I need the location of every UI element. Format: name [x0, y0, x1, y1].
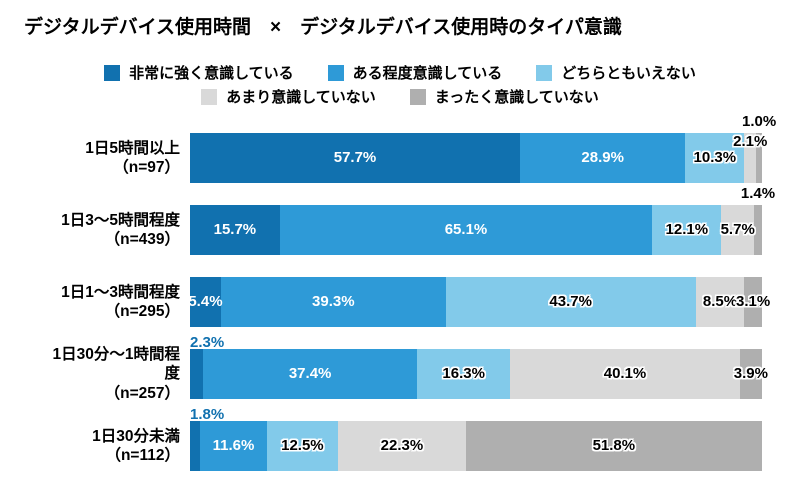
row-label: 1日30分〜1時間程 度 （n=257） — [52, 345, 180, 402]
value-label: 43.7% — [549, 293, 592, 310]
legend-item: どちらともいえない — [536, 62, 696, 83]
value-label: 2.1% — [733, 133, 768, 150]
legend-swatch-icon — [327, 64, 344, 81]
bar-track: 5.4% 39.3% 43.7% 8.5% 3.1% — [188, 277, 770, 327]
bar-segment — [695, 277, 745, 327]
bar-row: 1日30分〜1時間程 度 （n=257） 2.3% 37.4% 16.3% 40.1% 3… — [8, 334, 792, 402]
value-label: 5.7% — [720, 221, 755, 238]
legend-item: ある程度意識している — [327, 62, 503, 83]
bar-segment — [721, 205, 754, 255]
value-label: 2.3% — [190, 334, 225, 351]
bar-segment — [266, 421, 339, 471]
value-label: 1.4% — [740, 185, 776, 202]
row-label: 1日30分未満 （n=112） — [92, 427, 180, 464]
value-label: 5.4% — [188, 293, 223, 310]
bar-segment — [520, 133, 686, 183]
bar-segment — [685, 133, 745, 183]
value-label: 51.8% — [592, 437, 636, 454]
value-label: 40.1% — [603, 365, 647, 382]
legend-item: あまり意識していない — [201, 86, 376, 107]
chart-title: デジタルデバイス使用時間 × デジタルデバイス使用時のタイパ意識 — [24, 17, 622, 38]
bar-segment — [190, 205, 280, 255]
bar-segment — [510, 349, 740, 399]
value-label: 1.8% — [190, 406, 225, 423]
bar-segment — [220, 277, 446, 327]
bar-track: 15.7% 65.1% 12.1% 5.7% 1.4% — [190, 185, 775, 255]
legend-row: 非常に強く意識している ある程度意識している どちらともいえない — [104, 62, 696, 83]
stacked-bar — [190, 277, 762, 327]
legend-item: まったく意識していない — [409, 86, 599, 107]
bar-segment — [417, 349, 511, 399]
bar-segment — [279, 205, 653, 255]
bar-segment — [739, 349, 762, 399]
bar-segment — [190, 421, 201, 471]
stacked-bar — [190, 205, 762, 255]
value-label: 57.7% — [333, 149, 377, 166]
bar-segment — [190, 133, 521, 183]
bar-segment — [190, 349, 204, 399]
legend-label: ある程度意識している — [352, 65, 503, 82]
bar-segment — [445, 277, 696, 327]
stacked-bar — [190, 133, 762, 183]
bar-segment — [753, 205, 762, 255]
legend-label: まったく意識していない — [434, 89, 599, 106]
legend-label: あまり意識していない — [226, 89, 376, 106]
stacked-bar — [190, 421, 762, 471]
bar-row: 1日5時間以上 （n=97） 57.7% 28.9% 10.3% 2.1% 1.0% — [8, 113, 792, 183]
bar-segment — [652, 205, 722, 255]
value-label: 11.6% — [212, 437, 255, 454]
bar-track: 2.3% 37.4% 16.3% 40.1% 3.9% — [190, 334, 768, 399]
value-label: 3.9% — [733, 365, 768, 382]
value-label: 1.0% — [742, 113, 777, 130]
bar-track: 57.7% 28.9% 10.3% 2.1% 1.0% — [190, 113, 776, 183]
value-label: 37.4% — [288, 365, 332, 382]
value-label: 39.3% — [312, 293, 355, 310]
legend-label: 非常に強く意識している — [129, 65, 294, 82]
plot-area: 1日5時間以上 （n=97） 57.7% 28.9% 10.3% 2.1% 1.0% 1日3… — [8, 113, 792, 493]
stacked-bar — [190, 349, 762, 399]
legend-swatch-icon — [201, 88, 218, 105]
row-label: 1日3〜5時間程度 （n=439） — [61, 211, 180, 248]
legend-swatch-icon — [409, 88, 426, 105]
value-label: 15.7% — [213, 221, 257, 238]
value-label: 3.1% — [736, 293, 771, 310]
legend: 非常に強く意識している ある程度意識している どちらともいえないあまり意識していない… — [0, 62, 800, 107]
bar-segment — [465, 421, 762, 471]
legend-item: 非常に強く意識している — [104, 62, 294, 83]
legend-row: あまり意識していない まったく意識していない — [201, 86, 599, 107]
bar-row: 1日1〜3時間程度 （n=295） 5.4% 39.3% 43.7% 8.5% 3.1% — [8, 277, 792, 327]
row-label: 1日5時間以上 （n=97） — [85, 139, 180, 176]
bar-segment — [203, 349, 418, 399]
bar-row: 1日30分未満 （n=112） 1.8% 11.6% 12.5% 22.3% 51.8% — [8, 406, 792, 471]
value-label: 28.9% — [581, 149, 624, 166]
value-label: 22.3% — [380, 437, 424, 454]
bar-segment — [744, 277, 762, 327]
value-label: 16.3% — [442, 365, 485, 382]
legend-swatch-icon — [104, 64, 121, 81]
bar-row: 1日3〜5時間程度 （n=439） 15.7% 65.1% 12.1% 5.7% 1.4% — [8, 185, 792, 255]
value-label: 12.5% — [281, 437, 324, 454]
value-label: 10.3% — [693, 149, 737, 166]
bar-segment — [744, 133, 757, 183]
value-label: 8.5% — [702, 293, 738, 310]
value-label: 12.1% — [665, 221, 709, 238]
value-label: 65.1% — [444, 221, 488, 238]
bar-segment — [338, 421, 466, 471]
legend-label: どちらともいえない — [561, 65, 696, 82]
bar-segment — [200, 421, 267, 471]
row-label: 1日1〜3時間程度 （n=295） — [61, 283, 180, 320]
bar-segment — [756, 133, 762, 183]
bar-track: 1.8% 11.6% 12.5% 22.3% 51.8% — [190, 406, 762, 471]
bar-segment — [190, 277, 221, 327]
legend-swatch-icon — [536, 64, 553, 81]
